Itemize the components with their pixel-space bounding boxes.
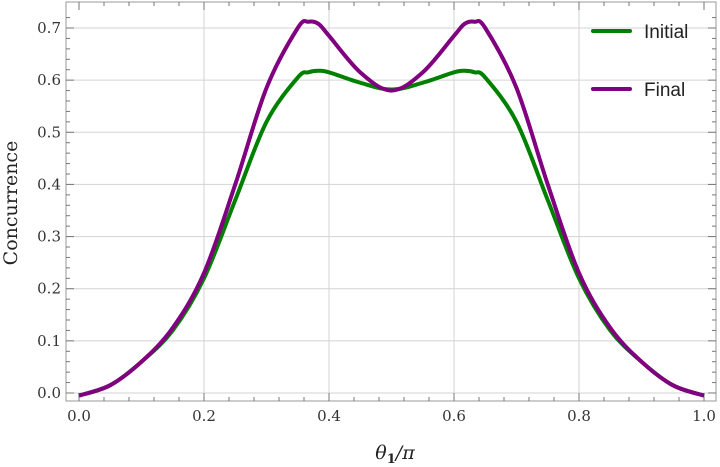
- legend-label-initial: Initial: [644, 22, 688, 43]
- x-axis-label: θ1/π: [375, 442, 415, 467]
- x-tick-label: 0.4: [317, 407, 341, 425]
- y-tick-label: 0.1: [37, 332, 61, 350]
- x-tick-label: 0.2: [192, 407, 216, 425]
- x-tick-label: 0.8: [567, 407, 591, 425]
- x-axis-label-subscript: 1: [387, 452, 396, 467]
- series-line-initial: [78, 68, 705, 398]
- grid-lines: [66, 2, 716, 401]
- y-tick-label: 0.2: [37, 280, 61, 298]
- y-tick-label: 0.5: [37, 123, 61, 141]
- series-line-final: [78, 19, 705, 398]
- x-tick-label: 1.0: [692, 407, 716, 425]
- axis-ticks: 0.0 0.2 0.4 0.6 0.8 1.0 0.0 0.1 0.2 0.3 0.4 0.5 0.6 0…: [37, 2, 716, 425]
- x-tick-label: 0.6: [442, 407, 466, 425]
- x-axis-label-symbol: θ: [375, 442, 387, 464]
- legend-label-final: Final: [644, 80, 685, 101]
- y-tick-label: 0.6: [37, 71, 61, 89]
- plot-border: [65, 1, 717, 402]
- legend: Initial Final: [591, 22, 688, 101]
- y-tick-label: 0.4: [37, 175, 61, 193]
- x-axis-label-tail: /π: [394, 442, 415, 464]
- x-tick-label: 0.0: [67, 407, 91, 425]
- y-tick-label: 0.7: [37, 19, 61, 37]
- y-tick-label: 0.0: [37, 384, 61, 402]
- series-lines: [78, 19, 705, 398]
- y-axis-label: Concurrence: [0, 141, 22, 266]
- plot-frame: [65, 1, 717, 402]
- y-tick-label: 0.3: [37, 228, 61, 246]
